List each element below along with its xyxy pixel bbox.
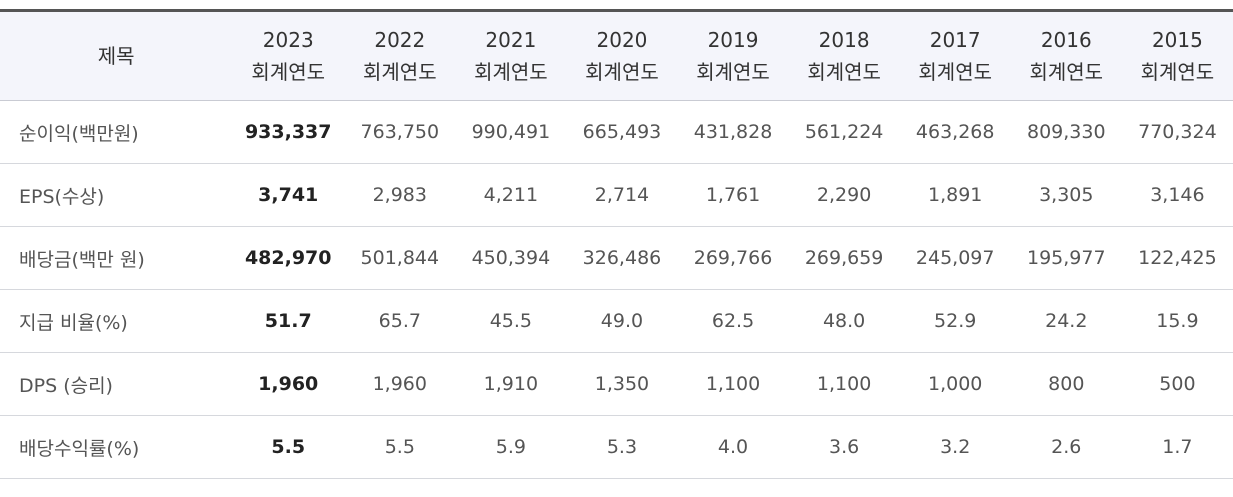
row-label: EPS(수상) <box>0 163 233 227</box>
header-year-suffix: 회계연도 <box>1140 60 1215 84</box>
table-cell: 122,425 <box>1121 226 1233 290</box>
table-cell: 45.5 <box>455 289 567 353</box>
table-cell: 51.7 <box>232 289 345 353</box>
table-cell: 62.5 <box>677 289 789 353</box>
header-year: 2022 <box>374 28 426 52</box>
header-year-suffix: 회계연도 <box>363 60 437 84</box>
header-title: 제목 <box>0 10 233 101</box>
table-cell: 195,977 <box>1010 226 1122 290</box>
table-cell: 770,324 <box>1121 100 1233 164</box>
table-cell: 3,146 <box>1121 163 1233 227</box>
header-year-2020: 2020 회계연도 <box>566 10 678 101</box>
table-cell: 326,486 <box>566 226 678 290</box>
table-row-dividends: 배당금(백만 원) 482,970 501,844 450,394 326,48… <box>0 226 1233 290</box>
table-cell: 3.6 <box>788 415 900 479</box>
row-label: 배당금(백만 원) <box>0 226 233 290</box>
table-cell: 48.0 <box>788 289 900 353</box>
row-label: 순이익(백만원) <box>0 100 233 164</box>
header-year-suffix: 회계연도 <box>585 60 659 84</box>
header-year-suffix: 회계연도 <box>918 60 992 84</box>
table-cell: 2,290 <box>788 163 900 227</box>
table-row-dividend-yield: 배당수익률(%) 5.5 5.5 5.9 5.3 4.0 3.6 3.2 2.6… <box>0 415 1233 479</box>
table-cell: 3,305 <box>1010 163 1122 227</box>
table-cell: 665,493 <box>566 100 678 164</box>
table-row-eps: EPS(수상) 3,741 2,983 4,211 2,714 1,761 2,… <box>0 163 1233 227</box>
header-year: 2016 <box>1040 28 1092 52</box>
table-cell: 1,761 <box>677 163 789 227</box>
table-cell: 1,350 <box>566 352 678 416</box>
header-year-2018: 2018 회계연도 <box>788 10 900 101</box>
header-year: 2021 <box>485 28 537 52</box>
row-label: DPS (승리) <box>0 352 233 416</box>
table-cell: 450,394 <box>455 226 567 290</box>
table-cell: 49.0 <box>566 289 678 353</box>
header-year-suffix: 회계연도 <box>474 60 548 84</box>
table-header: 제목 2023 회계연도 2022 회계연도 2021 회계연도 2020 회계연도 2… <box>0 10 1233 101</box>
table-row-dps: DPS (승리) 1,960 1,960 1,910 1,350 1,100 1… <box>0 352 1233 416</box>
header-year: 2017 <box>929 28 981 52</box>
header-year: 2018 <box>818 28 870 52</box>
table-cell: 482,970 <box>232 226 345 290</box>
table-cell: 990,491 <box>455 100 567 164</box>
table-cell: 5.5 <box>344 415 456 479</box>
table-cell: 500 <box>1121 352 1233 416</box>
table-cell: 52.9 <box>899 289 1011 353</box>
table-cell: 763,750 <box>344 100 456 164</box>
table-cell: 1,100 <box>788 352 900 416</box>
table-cell: 3.2 <box>899 415 1011 479</box>
table-cell: 2,714 <box>566 163 678 227</box>
header-year-2016: 2016 회계연도 <box>1010 10 1122 101</box>
header-year: 2020 <box>596 28 648 52</box>
table-cell: 5.5 <box>232 415 345 479</box>
header-year-2019: 2019 회계연도 <box>677 10 789 101</box>
table-cell: 269,659 <box>788 226 900 290</box>
table-cell: 1,100 <box>677 352 789 416</box>
table-cell: 3,741 <box>232 163 345 227</box>
header-year-2022: 2022 회계연도 <box>344 10 456 101</box>
table-cell: 809,330 <box>1010 100 1122 164</box>
table-cell: 5.3 <box>566 415 678 479</box>
table-cell: 1,891 <box>899 163 1011 227</box>
header-year: 2023 <box>262 28 314 52</box>
table-cell: 561,224 <box>788 100 900 164</box>
table-cell: 15.9 <box>1121 289 1233 353</box>
table-cell: 4.0 <box>677 415 789 479</box>
header-year-suffix: 회계연도 <box>1029 60 1104 84</box>
table-cell: 1,960 <box>232 352 345 416</box>
table-cell: 2.6 <box>1010 415 1122 479</box>
table-cell: 65.7 <box>344 289 456 353</box>
header-row: 제목 2023 회계연도 2022 회계연도 2021 회계연도 2020 회계연도 2… <box>0 10 1233 101</box>
table-cell: 24.2 <box>1010 289 1122 353</box>
table-cell: 800 <box>1010 352 1122 416</box>
table-cell: 933,337 <box>232 100 345 164</box>
table-cell: 501,844 <box>344 226 456 290</box>
header-year-2015: 2015 회계연도 <box>1121 10 1233 101</box>
row-label: 배당수익률(%) <box>0 415 233 479</box>
table-row-payout-ratio: 지급 비율(%) 51.7 65.7 45.5 49.0 62.5 48.0 5… <box>0 289 1233 353</box>
table-cell: 463,268 <box>899 100 1011 164</box>
table-cell: 1,910 <box>455 352 567 416</box>
table-row-net-income: 순이익(백만원) 933,337 763,750 990,491 665,493… <box>0 100 1233 164</box>
table-cell: 1,000 <box>899 352 1011 416</box>
header-year: 2015 <box>1151 28 1203 52</box>
table-body: 순이익(백만원) 933,337 763,750 990,491 665,493… <box>0 100 1233 479</box>
header-year-suffix: 회계연도 <box>807 60 881 84</box>
header-year-2021: 2021 회계연도 <box>455 10 567 101</box>
header-year-suffix: 회계연도 <box>251 60 326 84</box>
header-year-2017: 2017 회계연도 <box>899 10 1011 101</box>
table-cell: 5.9 <box>455 415 567 479</box>
dividend-history-table: 제목 2023 회계연도 2022 회계연도 2021 회계연도 2020 회계연도 2… <box>0 9 1233 479</box>
table-cell: 1.7 <box>1121 415 1233 479</box>
table-cell: 431,828 <box>677 100 789 164</box>
header-year-suffix: 회계연도 <box>696 60 770 84</box>
table-cell: 2,983 <box>344 163 456 227</box>
table-cell: 4,211 <box>455 163 567 227</box>
header-year-2023: 2023 회계연도 <box>232 10 345 101</box>
table-cell: 245,097 <box>899 226 1011 290</box>
table-cell: 269,766 <box>677 226 789 290</box>
dividend-table-container: 제목 2023 회계연도 2022 회계연도 2021 회계연도 2020 회계연도 2… <box>0 9 1233 497</box>
table-cell: 1,960 <box>344 352 456 416</box>
header-year: 2019 <box>707 28 759 52</box>
row-label: 지급 비율(%) <box>0 289 233 353</box>
